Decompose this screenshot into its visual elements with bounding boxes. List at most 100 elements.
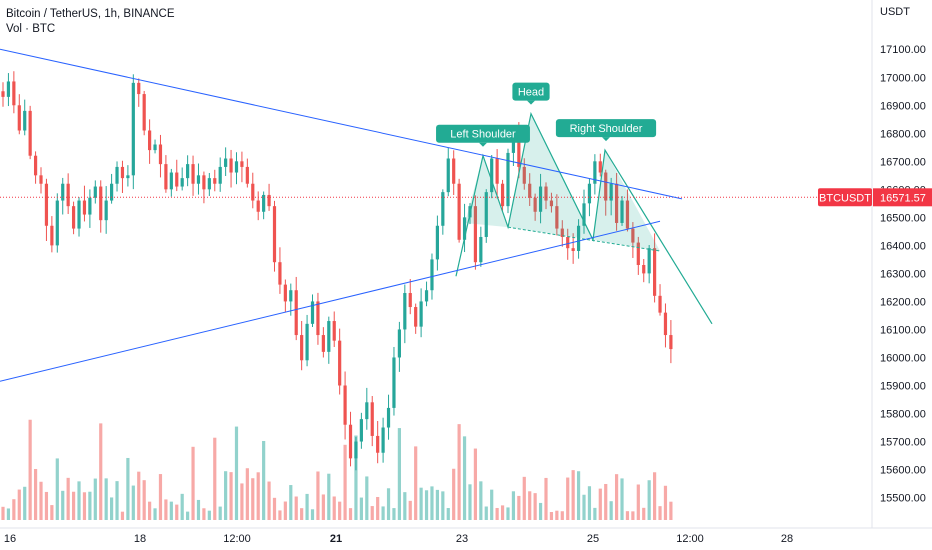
candle-body <box>191 164 195 184</box>
candle-body <box>137 82 141 95</box>
candle-body <box>397 329 401 358</box>
volume-bar <box>604 483 608 520</box>
volume-bar <box>424 490 429 520</box>
descending-trendline <box>0 48 683 200</box>
volume-bar <box>23 486 27 520</box>
candle-body <box>327 321 331 352</box>
x-tick-label: 12:00 <box>223 533 251 545</box>
candle-body <box>604 172 608 201</box>
candle-body <box>658 295 662 313</box>
volume-bar <box>245 468 249 520</box>
candle-body <box>593 161 597 184</box>
candle-body <box>517 136 521 167</box>
volume-bar <box>647 480 651 520</box>
x-tick-label: 23 <box>456 533 468 545</box>
candle-body <box>408 293 412 308</box>
candle-body <box>300 335 304 361</box>
candle-body <box>403 293 407 330</box>
volume-bar <box>609 501 613 520</box>
candle-body <box>55 200 59 246</box>
label-pointer <box>479 142 487 147</box>
candle-body <box>316 301 320 336</box>
volume-bar <box>658 506 662 520</box>
volume-bar <box>191 446 195 520</box>
volume-bar <box>348 508 353 520</box>
volume-bar <box>576 471 581 520</box>
volume-bar <box>544 477 548 520</box>
volume-bar <box>316 471 320 520</box>
volume-bar <box>169 501 173 520</box>
volume-bar <box>408 500 412 520</box>
candle-body <box>533 197 537 212</box>
volume-bar <box>386 488 391 520</box>
candle-body <box>500 183 505 207</box>
left-shoulder-label: Left Shoulder <box>436 124 530 147</box>
candle-body <box>435 225 439 260</box>
candle-body <box>495 158 499 184</box>
volume-label: Vol · BTC <box>6 23 56 35</box>
candle-body <box>462 217 467 240</box>
candle-body <box>126 175 130 179</box>
volume-bar <box>354 435 358 520</box>
y-tick-label: 17000.00 <box>880 72 926 84</box>
volume-bar <box>490 489 494 520</box>
volume-bar <box>148 501 152 520</box>
candle-body <box>148 130 152 151</box>
y-tick-label: 16500.00 <box>880 212 926 224</box>
candle-body <box>196 175 201 184</box>
currency-label: USDT <box>880 6 910 18</box>
candle-body <box>153 144 157 151</box>
volume-bar <box>224 471 228 520</box>
volume-bar <box>99 423 103 520</box>
candle-body <box>430 259 434 291</box>
y-tick-label: 16400.00 <box>880 240 926 252</box>
candle-body <box>528 183 532 198</box>
volume-bar <box>365 476 369 520</box>
candle-body <box>587 183 592 204</box>
candle-body <box>272 206 277 263</box>
volume-bar <box>82 492 87 520</box>
candle-body <box>262 194 266 212</box>
candle-body <box>93 186 97 198</box>
label-text: Head <box>518 87 544 99</box>
candle-body <box>614 183 619 223</box>
volume-bar <box>566 477 570 520</box>
volume-bar <box>44 491 49 520</box>
symbol-tag-text: BTCUSDT <box>819 192 871 204</box>
price-axis: USDT 17100.00 17000.00 16900.00 16800.00 1670… <box>818 0 932 550</box>
candle-body <box>6 81 11 97</box>
y-tick-label: 16300.00 <box>880 268 926 280</box>
label-box <box>512 82 550 101</box>
volume-bar <box>381 506 385 520</box>
volume-bar <box>283 501 287 520</box>
candle-body <box>66 183 70 207</box>
candle-body <box>142 94 146 131</box>
candle-body <box>490 158 494 193</box>
candle-body <box>267 194 271 207</box>
candle-body <box>446 158 450 193</box>
neckline <box>507 226 661 252</box>
x-tick-label: 16 <box>4 533 16 545</box>
volume-bar <box>598 488 602 520</box>
volume-bar <box>522 476 526 520</box>
volume-bar <box>528 491 532 520</box>
candle-body <box>343 385 347 425</box>
label-box <box>555 119 657 138</box>
volume-bar <box>267 481 271 520</box>
candle-body <box>359 419 363 442</box>
candle-body <box>283 284 287 302</box>
candle-body <box>240 161 244 167</box>
y-tick-label: 16100.00 <box>880 324 926 336</box>
price-axis-bg <box>872 0 932 550</box>
candle-body <box>44 183 49 226</box>
volume-bar <box>653 472 657 520</box>
volume-bar <box>61 490 65 520</box>
chart-header: Bitcoin / TetherUS, 1h, BINANCE Vol · BT… <box>6 7 175 37</box>
volume-bar <box>452 468 456 520</box>
candle-body <box>120 166 125 179</box>
trendlines <box>0 48 872 382</box>
candle-body <box>452 158 456 184</box>
volume-bar <box>115 481 119 520</box>
candle-body <box>653 248 657 296</box>
